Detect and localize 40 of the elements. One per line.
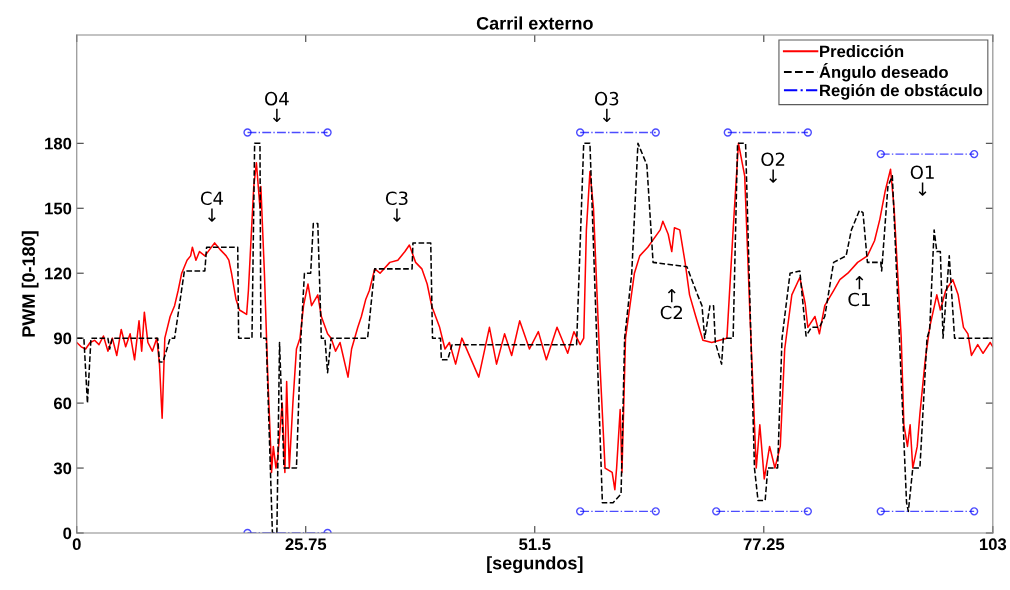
annotation: O1 ↓ — [910, 165, 934, 196]
point — [323, 128, 332, 137]
legend-label: Ángulo deseado — [819, 63, 948, 82]
point — [575, 507, 585, 516]
x-tick-label: 25.75 — [285, 538, 327, 551]
y-tick-label: 120 — [45, 267, 72, 280]
point — [243, 128, 252, 137]
annotation: ↑ C2 — [660, 289, 682, 320]
y-axis-title: PWM [0-180] — [21, 231, 39, 337]
annotation: O2 ↓ — [761, 152, 785, 183]
point — [969, 507, 979, 516]
x-tick-label: 0 — [72, 538, 81, 551]
y-tick-label: 180 — [45, 137, 72, 150]
point — [651, 507, 660, 516]
y-tick-label: 0 — [63, 527, 72, 540]
y-tick-label: 150 — [45, 202, 72, 215]
x-tick-label: 77.25 — [743, 538, 785, 551]
x-axis-title: [segundos] — [487, 556, 583, 574]
annotation: O3 ↓ — [595, 91, 619, 123]
annotation: C3 ↓ — [385, 191, 408, 222]
point — [651, 128, 660, 137]
point — [723, 128, 732, 137]
point — [876, 507, 885, 516]
legend-label: Región de obstáculo — [820, 83, 983, 100]
point — [969, 149, 979, 159]
point — [575, 128, 585, 137]
y-tick-label: 60 — [53, 397, 72, 410]
annotation: ↑ C1 — [848, 276, 870, 307]
annotation: O4 ↓ — [265, 91, 289, 123]
x-tick-label: 51.5 — [519, 538, 551, 551]
point — [712, 507, 721, 516]
x-tick-label: 103 — [979, 538, 1007, 551]
legend-label: Predicción — [820, 44, 904, 58]
annotation: C4 ↓ — [200, 191, 223, 222]
y-tick-label: 90 — [53, 332, 72, 345]
point — [876, 149, 885, 159]
point — [803, 507, 813, 516]
point — [803, 128, 813, 137]
chart-title: Carril externo — [476, 16, 593, 30]
y-tick-label: 30 — [53, 462, 72, 475]
